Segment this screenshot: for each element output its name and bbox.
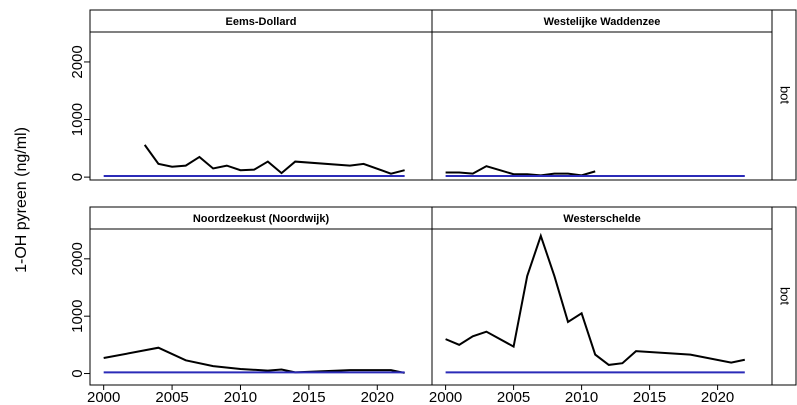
x-tick-label: 2005 [497,389,530,405]
y-axis-label: 1-OH pyreen (ng/ml) [13,127,30,273]
side-label: bot [778,287,793,305]
panel [89,31,433,181]
panel-title: Westelijke Waddenzee [544,16,661,28]
panel-title: Noordzeekust (Noordwijk) [193,213,330,225]
data-line [103,346,405,374]
x-tick-label: 2000 [87,389,120,405]
y-tick-label: 0 [69,173,86,181]
x-tick-label: 2010 [565,389,598,405]
x-tick-label: 2020 [361,389,394,405]
side-strip [771,9,797,181]
x-tick-label: 2010 [224,389,257,405]
side-strip [771,206,797,386]
x-tick-label: 2005 [155,389,188,405]
data-line [445,232,746,366]
data-line [143,144,405,175]
x-tick-label: 2000 [429,389,462,405]
y-tick-label: 2000 [69,45,86,78]
panel [431,228,773,386]
y-tick-label: 0 [69,369,86,377]
panel [89,228,433,386]
y-tick-label: 1000 [69,103,86,136]
x-tick-label: 2020 [701,389,734,405]
y-tick-label: 2000 [69,242,86,275]
panel [431,31,773,181]
y-tick-label: 1000 [69,299,86,332]
panel-title: Westerschelde [563,213,640,225]
x-tick-label: 2015 [633,389,666,405]
x-tick-label: 2015 [292,389,325,405]
side-label: bot [778,86,793,104]
panel-title: Eems-Dollard [226,16,297,28]
data-line [445,165,596,177]
